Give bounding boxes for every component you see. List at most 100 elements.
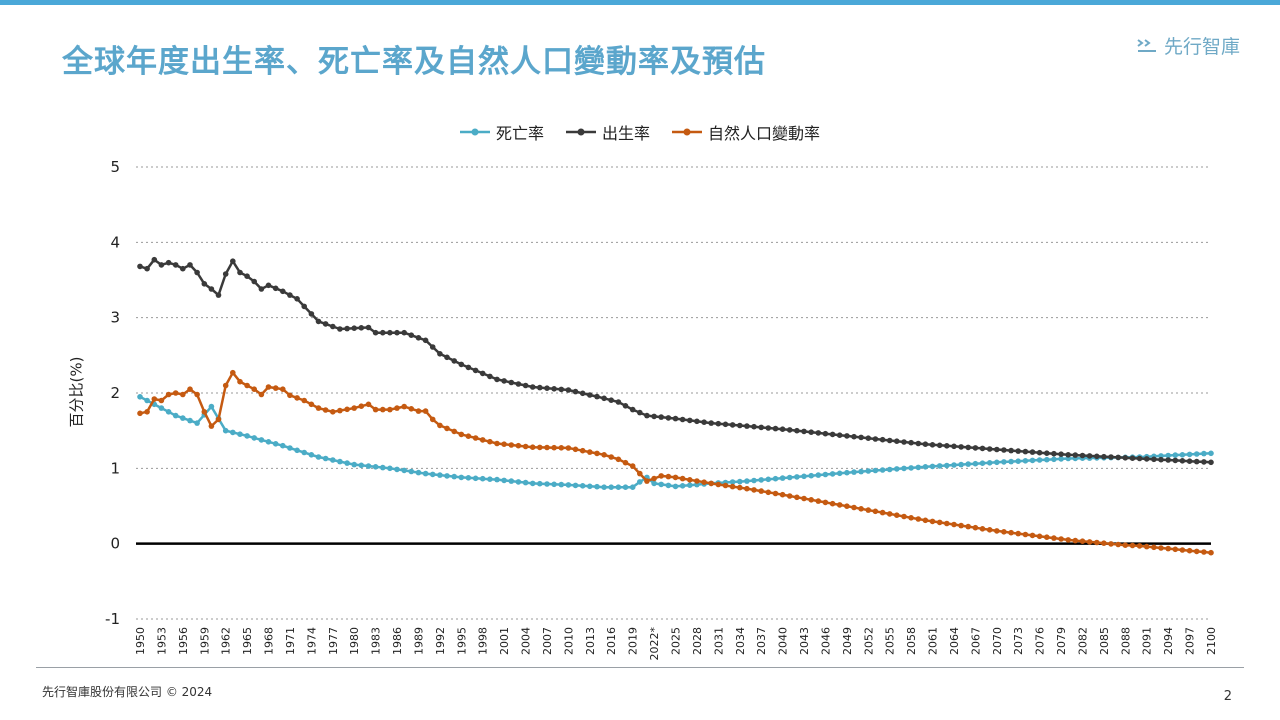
data-point bbox=[1079, 452, 1086, 459]
data-point bbox=[551, 386, 557, 392]
data-point bbox=[322, 455, 329, 462]
data-point bbox=[1008, 529, 1014, 536]
data-point bbox=[437, 422, 443, 429]
data-point bbox=[544, 444, 550, 451]
data-point bbox=[251, 386, 257, 393]
data-point bbox=[644, 412, 650, 419]
data-point bbox=[694, 478, 700, 484]
data-point bbox=[579, 483, 586, 489]
x-tick-label: 2049 bbox=[841, 627, 854, 655]
data-point bbox=[301, 449, 308, 456]
data-point bbox=[215, 292, 222, 298]
data-point bbox=[944, 443, 950, 449]
data-point bbox=[658, 481, 664, 488]
data-point bbox=[451, 473, 458, 480]
data-point bbox=[858, 434, 864, 441]
data-point bbox=[501, 477, 507, 484]
data-point bbox=[608, 397, 614, 404]
data-point bbox=[1129, 542, 1136, 549]
data-point bbox=[908, 515, 914, 521]
data-point bbox=[458, 431, 465, 438]
data-point bbox=[1036, 533, 1043, 540]
data-point bbox=[451, 428, 458, 435]
data-point bbox=[801, 473, 807, 480]
data-point bbox=[387, 406, 393, 413]
data-point bbox=[708, 420, 714, 426]
data-point bbox=[165, 391, 172, 398]
data-point bbox=[337, 326, 343, 332]
data-point bbox=[901, 465, 907, 472]
data-point bbox=[879, 436, 886, 443]
data-point bbox=[637, 470, 643, 477]
data-point bbox=[1201, 549, 1207, 555]
data-point bbox=[994, 459, 1000, 466]
data-point bbox=[1008, 458, 1014, 465]
x-tick-label: 2100 bbox=[1205, 627, 1218, 655]
data-point bbox=[287, 445, 293, 451]
data-point bbox=[1008, 447, 1014, 454]
data-point bbox=[936, 519, 943, 526]
data-point bbox=[294, 296, 300, 302]
legend-swatch-birth-rate bbox=[565, 128, 596, 136]
data-point bbox=[408, 406, 415, 412]
data-point bbox=[786, 474, 793, 481]
data-point bbox=[601, 395, 607, 402]
data-point bbox=[251, 278, 257, 285]
chart-legend: 死亡率 出生率 自然人口變動率 bbox=[0, 120, 1280, 144]
x-tick-label: 2016 bbox=[605, 627, 618, 655]
data-point bbox=[844, 503, 850, 510]
x-tick-label: 2082 bbox=[1076, 627, 1089, 655]
data-point bbox=[165, 409, 172, 415]
data-point bbox=[972, 445, 979, 451]
data-point bbox=[387, 329, 393, 336]
data-point bbox=[979, 526, 986, 532]
data-point bbox=[294, 447, 300, 454]
x-tick-label: 1965 bbox=[241, 627, 254, 655]
data-point bbox=[458, 361, 465, 368]
data-point bbox=[1036, 449, 1043, 456]
data-point bbox=[1179, 452, 1186, 458]
data-point bbox=[822, 471, 829, 478]
data-point bbox=[808, 429, 814, 436]
data-point bbox=[915, 464, 922, 471]
x-tick-label: 2076 bbox=[1034, 627, 1047, 655]
data-point bbox=[479, 475, 486, 482]
data-point bbox=[230, 429, 236, 436]
data-point bbox=[1122, 542, 1129, 548]
data-point bbox=[201, 409, 208, 415]
data-point bbox=[258, 286, 265, 292]
data-point bbox=[158, 262, 165, 268]
x-tick-label: 2061 bbox=[927, 627, 940, 655]
data-point bbox=[858, 468, 864, 475]
data-point bbox=[222, 427, 229, 434]
data-point bbox=[322, 321, 329, 327]
data-point bbox=[180, 415, 186, 421]
data-point bbox=[879, 467, 886, 473]
x-tick-label: 1995 bbox=[455, 627, 468, 655]
data-point bbox=[280, 386, 286, 393]
data-point bbox=[1051, 535, 1057, 541]
data-point bbox=[365, 401, 372, 408]
y-tick-label: 5 bbox=[110, 158, 120, 176]
data-point bbox=[565, 482, 572, 488]
data-point bbox=[872, 508, 879, 515]
data-point bbox=[1208, 450, 1214, 457]
data-point bbox=[408, 468, 415, 475]
x-tick-label: 2070 bbox=[991, 627, 1004, 655]
x-tick-label: 1986 bbox=[391, 627, 404, 655]
data-point bbox=[972, 460, 979, 467]
x-tick-label: 1980 bbox=[348, 627, 361, 655]
data-point bbox=[351, 461, 358, 468]
data-point bbox=[1179, 458, 1186, 464]
data-point bbox=[351, 405, 358, 411]
data-point bbox=[194, 420, 200, 426]
data-point bbox=[472, 475, 479, 482]
data-point bbox=[737, 422, 743, 429]
data-point bbox=[380, 406, 386, 413]
x-tick-label: 2088 bbox=[1119, 627, 1132, 655]
data-point bbox=[1044, 534, 1050, 540]
series-line-2 bbox=[139, 371, 1212, 554]
data-point bbox=[958, 522, 964, 529]
data-point bbox=[458, 474, 465, 481]
